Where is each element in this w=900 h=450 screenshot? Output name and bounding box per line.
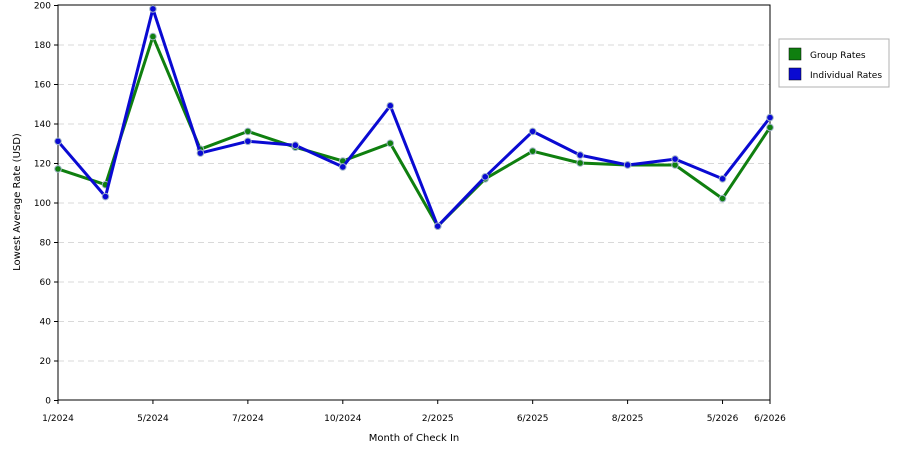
y-tick-label: 80: [40, 239, 52, 249]
series: [54, 5, 774, 230]
y-tick-label: 100: [34, 199, 51, 209]
individual-rates-point: [101, 192, 110, 201]
x-tick-label: 7/2024: [232, 414, 264, 424]
individual-rates-line: [56, 7, 772, 228]
x-tick-label: 5/2026: [707, 414, 739, 424]
individual-rates-point: [149, 5, 157, 13]
x-tick-label: 6/2026: [754, 414, 786, 424]
individual-rates-point: [196, 149, 205, 157]
y-axis-title: Lowest Average Rate (USD): [12, 133, 23, 271]
legend-label-group-rates: Group Rates: [810, 51, 866, 61]
legend: Group Rates Individual Rates: [778, 38, 890, 88]
group-rates-point: [386, 139, 395, 148]
individual-rates-point: [54, 137, 62, 146]
y-tick-label: 20: [40, 357, 52, 367]
individual-rates-point: [291, 141, 300, 150]
individual-rates-point: [528, 127, 537, 136]
group-rates-point: [149, 32, 157, 41]
x-tick-label: 5/2024: [137, 414, 169, 424]
x-tick-label: 8/2025: [612, 414, 644, 424]
individual-rates-point: [718, 175, 727, 183]
x-axis-ticks: 1/2024 5/2024 7/2024 10/2024 2/2025 6/2025 8/2…: [42, 400, 786, 424]
individual-rates-point: [623, 161, 632, 169]
individual-rates-point: [386, 101, 395, 110]
individual-rates-point: [339, 163, 347, 171]
y-tick-label: 60: [40, 278, 52, 288]
gridlines: [58, 44, 770, 362]
y-tick-label: 160: [34, 81, 51, 91]
y-axis-ticks: 0 20 40 60 80 100 120 140 160 180 200: [34, 2, 58, 407]
group-rates-point: [766, 123, 774, 132]
group-rates-line: [57, 35, 772, 228]
group-rates-point: [576, 159, 584, 167]
y-tick-label: 140: [34, 120, 51, 130]
x-axis-title: Month of Check In: [369, 433, 460, 444]
individual-rates-point: [766, 113, 774, 122]
individual-rates-point: [671, 155, 679, 163]
legend-label-individual-rates: Individual Rates: [810, 71, 882, 81]
individual-rates-point: [576, 151, 584, 159]
legend-swatch-individual-rates: [788, 67, 802, 81]
y-tick-label: 40: [40, 318, 52, 328]
y-tick-label: 0: [45, 397, 51, 407]
y-tick-label: 180: [34, 41, 51, 51]
x-tick-label: 10/2024: [324, 414, 362, 424]
group-rates-point: [718, 194, 727, 203]
individual-rates-point: [481, 173, 490, 181]
group-rates-point: [528, 147, 537, 155]
x-tick-label: 6/2025: [517, 414, 549, 424]
group-rates-point: [244, 127, 252, 136]
group-rates-point: [54, 165, 62, 173]
y-tick-label: 200: [34, 2, 51, 12]
individual-rates-point: [244, 137, 252, 146]
individual-rates-point: [433, 222, 442, 230]
y-tick-label: 120: [34, 160, 51, 170]
x-tick-label: 1/2024: [42, 414, 74, 424]
x-tick-label: 2/2025: [422, 414, 454, 424]
legend-swatch-group-rates: [788, 47, 802, 61]
